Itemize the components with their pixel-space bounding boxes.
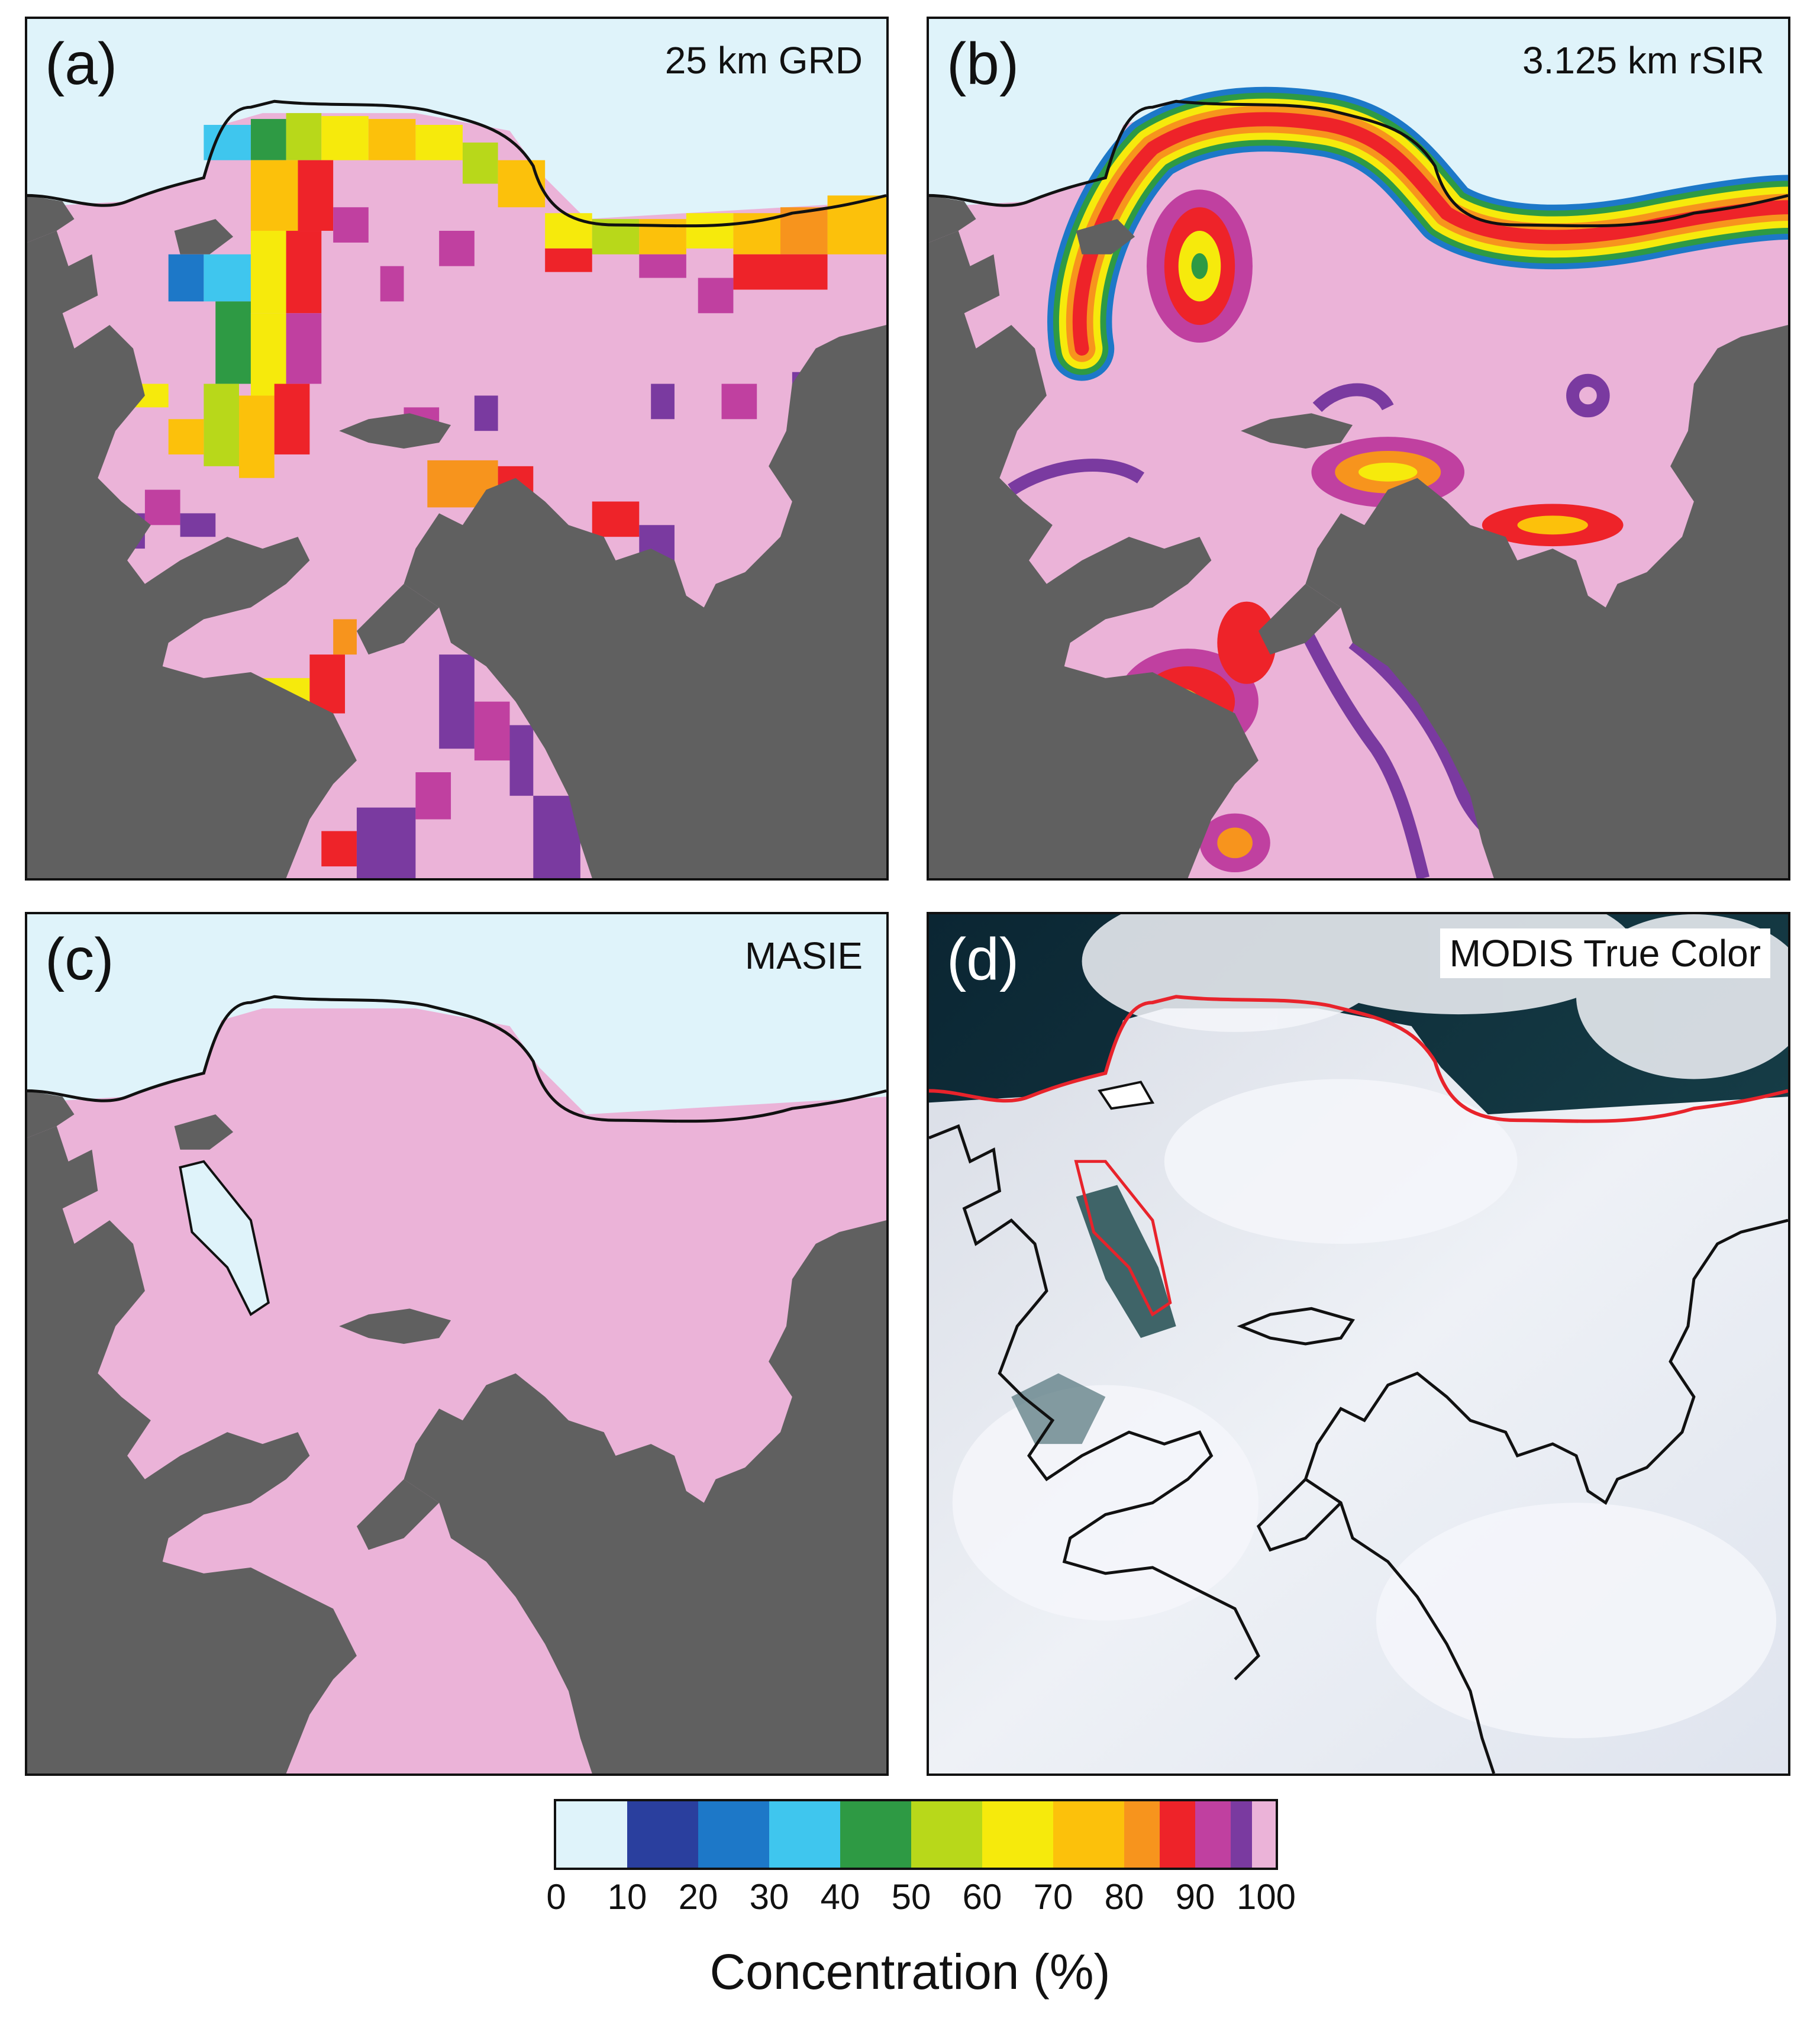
- masie-extent-map: [27, 914, 886, 1774]
- colorbar-label: Concentration (%): [709, 1944, 1111, 2000]
- panel-a-title: 25 km GRD: [664, 39, 863, 82]
- colorbar-swatch-4: [840, 1801, 911, 1868]
- colorbar-tick-label: 60: [962, 1877, 1002, 1917]
- colorbar-swatch-5: [911, 1801, 982, 1868]
- panel-a-grd-map: (a) 25 km GRD: [25, 17, 889, 881]
- colorbar-swatch-12: [1252, 1801, 1276, 1868]
- colorbar-tick-label: 20: [678, 1877, 718, 1917]
- modis-coastlines: [929, 1124, 1788, 1774]
- panel-a-letter: (a): [45, 31, 118, 97]
- panel-d-title: MODIS True Color: [1440, 928, 1770, 978]
- panel-b-letter: (b): [947, 31, 1019, 97]
- colorbar-swatch-1: [627, 1801, 698, 1868]
- colorbar-swatch-10: [1195, 1801, 1231, 1868]
- concentration-colorbar: [554, 1799, 1278, 1870]
- colorbar-tick-label: 10: [607, 1877, 647, 1917]
- panel-b-title: 3.125 km rSIR: [1522, 39, 1764, 82]
- rsir-concentration-map: [929, 19, 1788, 878]
- rsir-edge-bands: [1047, 86, 1788, 381]
- colorbar-swatch-2: [698, 1801, 769, 1868]
- panel-d-modis-image: (d) MODIS True Color: [927, 912, 1790, 1776]
- colorbar-swatch-6: [982, 1801, 1053, 1868]
- colorbar-swatch-8: [1124, 1801, 1160, 1868]
- colorbar-swatch-11: [1231, 1801, 1252, 1868]
- colorbar-swatch-3: [769, 1801, 840, 1868]
- rsir-blobs: [1117, 189, 1624, 873]
- colorbar-tick-label: 70: [1033, 1877, 1073, 1917]
- colorbar-swatch-0: [556, 1801, 627, 1868]
- colorbar-tick-label: 50: [891, 1877, 931, 1917]
- modis-true-color-image: [929, 914, 1788, 1774]
- colorbar-swatch-9: [1160, 1801, 1195, 1868]
- grd-concentration-map: [27, 19, 886, 878]
- colorbar-tick-label: 100: [1236, 1877, 1296, 1917]
- colorbar-swatches: [554, 1799, 1278, 1870]
- panel-c-masie-map: (c) MASIE: [25, 912, 889, 1776]
- panel-d-letter: (d): [947, 926, 1019, 992]
- colorbar-tick-label: 40: [820, 1877, 860, 1917]
- colorbar-tick-label: 0: [546, 1877, 566, 1917]
- panel-c-letter: (c): [45, 926, 114, 992]
- colorbar-tick-label: 30: [749, 1877, 789, 1917]
- panel-c-title: MASIE: [744, 934, 863, 977]
- colorbar-tick-label: 90: [1175, 1877, 1215, 1917]
- colorbar-swatch-7: [1053, 1801, 1124, 1868]
- colorbar-tick-label: 80: [1104, 1877, 1144, 1917]
- grd-edge-bands: [109, 113, 886, 878]
- panel-b-rsir-map: (b) 3.125 km rSIR: [927, 17, 1790, 881]
